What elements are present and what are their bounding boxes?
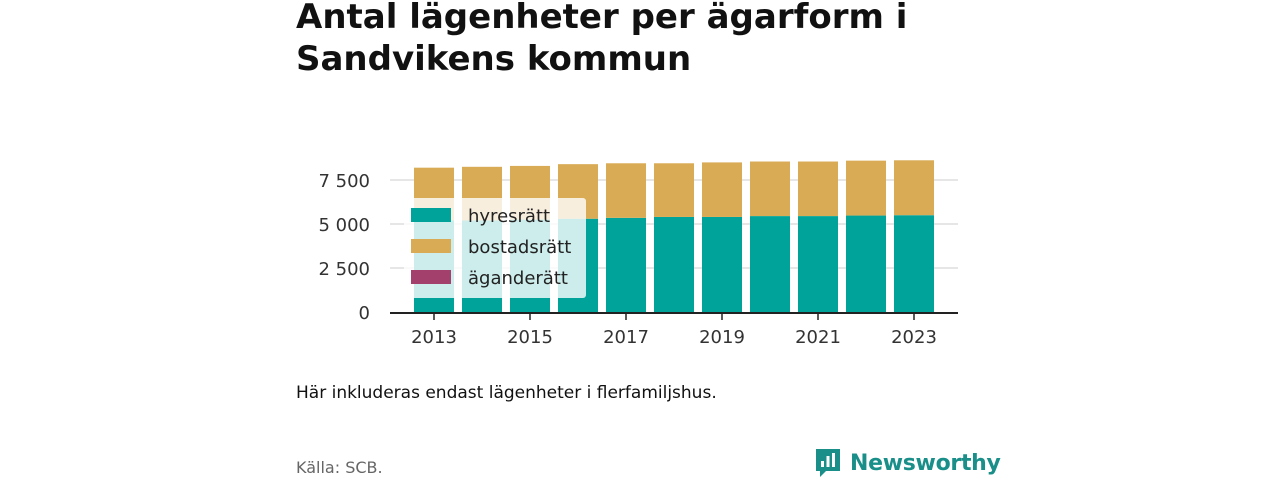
legend-label: hyresrätt (468, 206, 550, 227)
bar-bostadsratt-2018 (654, 163, 694, 217)
bar-bostadsratt-2021 (798, 161, 838, 217)
bar-bostadsratt-2023 (894, 160, 934, 216)
legend-swatch (411, 208, 451, 222)
bar-bostadsratt-2017 (606, 163, 646, 218)
legend-swatch (411, 239, 451, 253)
bar-bostadsratt-2022 (846, 160, 886, 216)
legend-swatch (411, 270, 451, 284)
legend-label: äganderätt (468, 268, 568, 289)
bar-hyresratt-2019 (702, 216, 742, 312)
chart-title: Antal lägenheter per ägarform i Sandvike… (296, 0, 908, 79)
bar-hyresratt-2023 (894, 215, 934, 312)
legend-label: bostadsrätt (468, 237, 571, 258)
x-tick-label: 2023 (891, 327, 937, 348)
bar-hyresratt-2022 (846, 215, 886, 312)
newsworthy-logo-icon (816, 449, 840, 477)
x-tick-label: 2017 (603, 327, 649, 348)
y-tick-label: 7 500 (318, 171, 370, 192)
x-tick-label: 2013 (411, 327, 457, 348)
bar-hyresratt-2021 (798, 216, 838, 312)
source-text: Källa: SCB. (296, 458, 383, 477)
bar-bostadsratt-2019 (702, 162, 742, 217)
bar-hyresratt-2020 (750, 216, 790, 312)
x-tick-label: 2015 (507, 327, 553, 348)
bar-bostadsratt-2020 (750, 161, 790, 217)
x-tick-label: 2021 (795, 327, 841, 348)
brand-name: Newsworthy (850, 450, 1001, 476)
y-tick-label: 5 000 (318, 215, 370, 236)
y-tick-label: 0 (359, 303, 370, 324)
bar-hyresratt-2018 (654, 216, 694, 312)
x-tick-label: 2019 (699, 327, 745, 348)
newsworthy-logo: Newsworthy (814, 446, 1001, 480)
bar-hyresratt-2017 (606, 217, 646, 312)
y-tick-label: 2 500 (318, 259, 370, 280)
chart-note: Här inkluderas endast lägenheter i flerf… (296, 383, 717, 403)
